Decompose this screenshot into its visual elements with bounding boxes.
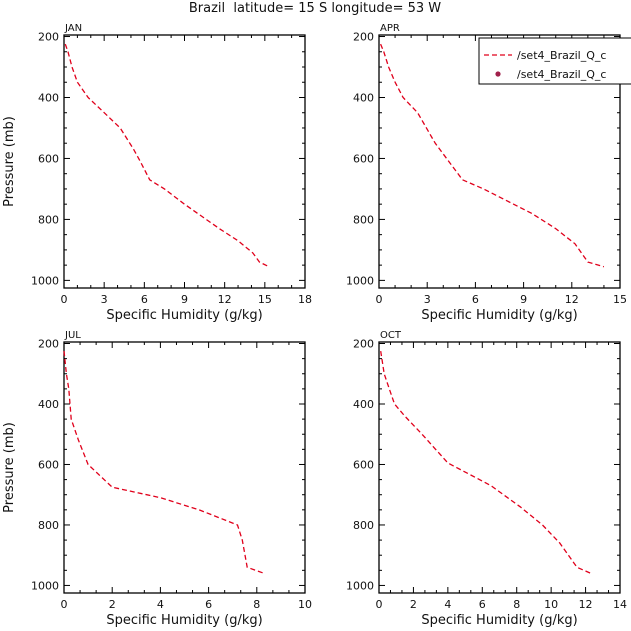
y-tick-label: 800 [353, 519, 374, 532]
x-tick-label: 0 [61, 598, 68, 611]
y-axis-label: Pressure (mb) [2, 116, 17, 207]
plot-frame [378, 341, 621, 594]
legend: /set4_Brazil_Q_c/set4_Brazil_Q_c [478, 37, 631, 85]
x-tick-label: 8 [253, 598, 260, 611]
x-tick-label: 4 [157, 598, 164, 611]
y-tick-label: 600 [353, 458, 374, 471]
x-tick-label: 10 [544, 598, 558, 611]
panel-jul: JUL 0 2 4 6 8 10 200 400 600 800 1000 Specific Humid… [2, 330, 312, 628]
series-line-jan [64, 43, 270, 268]
series-line-jul [63, 351, 265, 574]
series-line-oct [380, 351, 591, 574]
x-axis-label: Specific Humidity (g/kg) [106, 308, 262, 323]
y-tick-label: 400 [38, 398, 59, 411]
panel-label: JUL [64, 330, 81, 341]
x-tick-label: 18 [298, 293, 312, 306]
y-tick-label: 1000 [31, 274, 59, 287]
series-line-apr [379, 43, 605, 268]
plot-frame [63, 341, 306, 594]
y-tick-label: 600 [38, 152, 59, 165]
y-tick-label: 800 [353, 213, 374, 226]
y-tick-label: 1000 [346, 274, 374, 287]
panel-oct: OCT 0 2 4 6 8 10 12 14 200 400 600 800 1000 Specific H… [346, 330, 627, 628]
y-tick-label: 800 [38, 519, 59, 532]
x-tick-label: 3 [424, 293, 431, 306]
x-tick-label: 6 [472, 293, 479, 306]
panel-jan: JAN 0 3 6 9 12 15 18 200 400 600 800 1000 Specific Hu… [2, 23, 312, 323]
x-tick-label: 15 [258, 293, 272, 306]
y-tick-label: 400 [353, 398, 374, 411]
x-axis-label: Specific Humidity (g/kg) [421, 613, 577, 628]
y-tick-label: 800 [38, 213, 59, 226]
x-axis-label: Specific Humidity (g/kg) [106, 613, 262, 628]
x-tick-label: 6 [205, 598, 212, 611]
panel-apr: APR 0 3 6 9 12 15 200 400 600 800 1000 Specific Humi… [346, 23, 627, 323]
y-axis-label: Pressure (mb) [2, 422, 17, 513]
y-tick-label: 200 [353, 338, 374, 351]
x-tick-label: 3 [101, 293, 108, 306]
legend-label-obs: /set4_Brazil_Q_c [517, 68, 606, 81]
y-tick-label: 1000 [346, 579, 374, 592]
y-tick-label: 600 [38, 458, 59, 471]
panel-label: APR [380, 23, 400, 34]
y-tick-label: 400 [38, 91, 59, 104]
x-tick-label: 4 [444, 598, 451, 611]
x-tick-label: 2 [410, 598, 417, 611]
y-tick-label: 200 [353, 31, 374, 44]
x-tick-label: 12 [218, 293, 232, 306]
x-tick-label: 8 [513, 598, 520, 611]
x-tick-label: 0 [61, 293, 68, 306]
y-tick-label: 400 [353, 91, 374, 104]
y-tick-label: 600 [353, 152, 374, 165]
panel-label: OCT [380, 330, 402, 341]
y-tick-label: 200 [38, 31, 59, 44]
x-tick-label: 12 [565, 293, 579, 306]
x-tick-label: 2 [109, 598, 116, 611]
x-tick-label: 14 [613, 598, 627, 611]
legend-label-model: /set4_Brazil_Q_c [517, 49, 606, 62]
figure-title: Brazil latitude= 15 S longitude= 53 W [189, 1, 441, 16]
x-tick-label: 6 [479, 598, 486, 611]
x-tick-label: 0 [376, 293, 383, 306]
x-tick-label: 9 [181, 293, 188, 306]
y-tick-label: 200 [38, 338, 59, 351]
x-tick-label: 0 [376, 598, 383, 611]
panel-label: JAN [64, 23, 82, 34]
x-tick-label: 10 [298, 598, 312, 611]
plot-frame [63, 34, 306, 289]
y-tick-label: 1000 [31, 579, 59, 592]
x-tick-label: 9 [520, 293, 527, 306]
legend-dot-swatch [495, 71, 501, 77]
x-tick-label: 15 [613, 293, 627, 306]
plot-frame [378, 34, 621, 289]
x-axis-label: Specific Humidity (g/kg) [421, 308, 577, 323]
x-tick-label: 12 [579, 598, 593, 611]
x-tick-label: 6 [141, 293, 148, 306]
legend-box [478, 37, 631, 85]
